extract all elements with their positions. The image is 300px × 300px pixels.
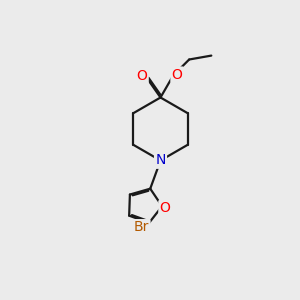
Text: Br: Br bbox=[134, 220, 149, 234]
Text: O: O bbox=[172, 68, 183, 82]
Text: O: O bbox=[160, 201, 170, 215]
Text: N: N bbox=[155, 154, 166, 167]
Text: O: O bbox=[136, 69, 147, 83]
